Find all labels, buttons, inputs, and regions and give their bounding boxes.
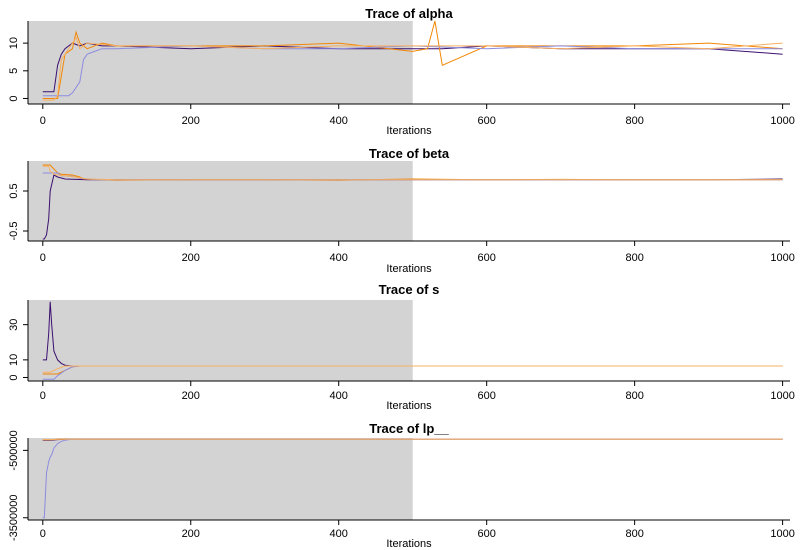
chain-trace-line: [42, 365, 783, 373]
x-tick-label: 800: [625, 528, 643, 540]
panel-title: Trace of alpha: [365, 6, 453, 21]
x-tick-label: 400: [330, 252, 348, 264]
y-tick-label: 0: [8, 374, 20, 380]
trace-panel: 0 200 400 600 800 1000 0 5 10 Trace of alpha Itera…: [8, 6, 795, 137]
y-tick-label: 30: [8, 319, 20, 331]
x-tick-label: 400: [330, 115, 348, 127]
x-tick-label: 800: [625, 252, 643, 264]
panel-title: Trace of beta: [369, 146, 450, 161]
chain-trace-line: [42, 165, 783, 181]
x-tick-label: 600: [477, 252, 495, 264]
chain-trace-line: [42, 20, 783, 99]
panel-title: Trace of lp__: [369, 421, 449, 436]
x-tick-label: 600: [477, 528, 495, 540]
trace-panel: 0 200 400 600 800 1000 0 10 30 Trace of s Iteratio…: [8, 282, 795, 412]
x-tick-label: 1000: [770, 390, 794, 402]
x-tick-label: 800: [625, 390, 643, 402]
x-tick-label: 1000: [770, 115, 794, 127]
y-tick-label: 0.5: [8, 183, 20, 198]
x-axis-label: Iterations: [386, 400, 432, 412]
warmup-region: [28, 438, 413, 520]
x-tick-label: 600: [477, 390, 495, 402]
x-tick-label: 400: [330, 528, 348, 540]
panel-title: Trace of s: [379, 282, 440, 297]
x-tick-label: 0: [40, 115, 46, 127]
trace-panel: 0 200 400 600 800 1000 -0.5 0.5 Trace of beta Ite…: [8, 146, 795, 275]
x-tick-label: 400: [330, 390, 348, 402]
warmup-region: [28, 300, 413, 381]
x-axis-label: Iterations: [386, 125, 432, 137]
x-axis-label: Iterations: [386, 263, 432, 275]
x-tick-label: 800: [625, 115, 643, 127]
warmup-region: [28, 161, 413, 241]
y-tick-label: 10: [8, 37, 20, 49]
x-tick-label: 0: [40, 390, 46, 402]
y-tick-label: -0.5: [8, 222, 20, 241]
x-tick-label: 1000: [770, 252, 794, 264]
trace-panel: 0 200 400 600 800 1000 -3500000 -500000 Trace of…: [8, 421, 795, 550]
y-tick-label: 0: [8, 95, 20, 101]
chain-trace-line: [42, 45, 783, 97]
x-tick-label: 200: [182, 390, 200, 402]
chain-trace-line: [42, 36, 783, 101]
chain-trace-line: [42, 438, 783, 441]
x-tick-label: 600: [477, 115, 495, 127]
x-tick-label: 200: [182, 528, 200, 540]
x-tick-label: 200: [182, 115, 200, 127]
x-tick-label: 0: [40, 252, 46, 264]
x-tick-label: 0: [40, 528, 46, 540]
x-tick-label: 200: [182, 252, 200, 264]
x-tick-label: 1000: [770, 528, 794, 540]
y-tick-label: 5: [8, 68, 20, 74]
y-tick-label: 10: [8, 354, 20, 366]
y-tick-label: -500000: [8, 430, 20, 470]
warmup-region: [28, 21, 413, 104]
x-axis-label: Iterations: [386, 538, 432, 550]
y-tick-label: -3500000: [8, 495, 20, 542]
